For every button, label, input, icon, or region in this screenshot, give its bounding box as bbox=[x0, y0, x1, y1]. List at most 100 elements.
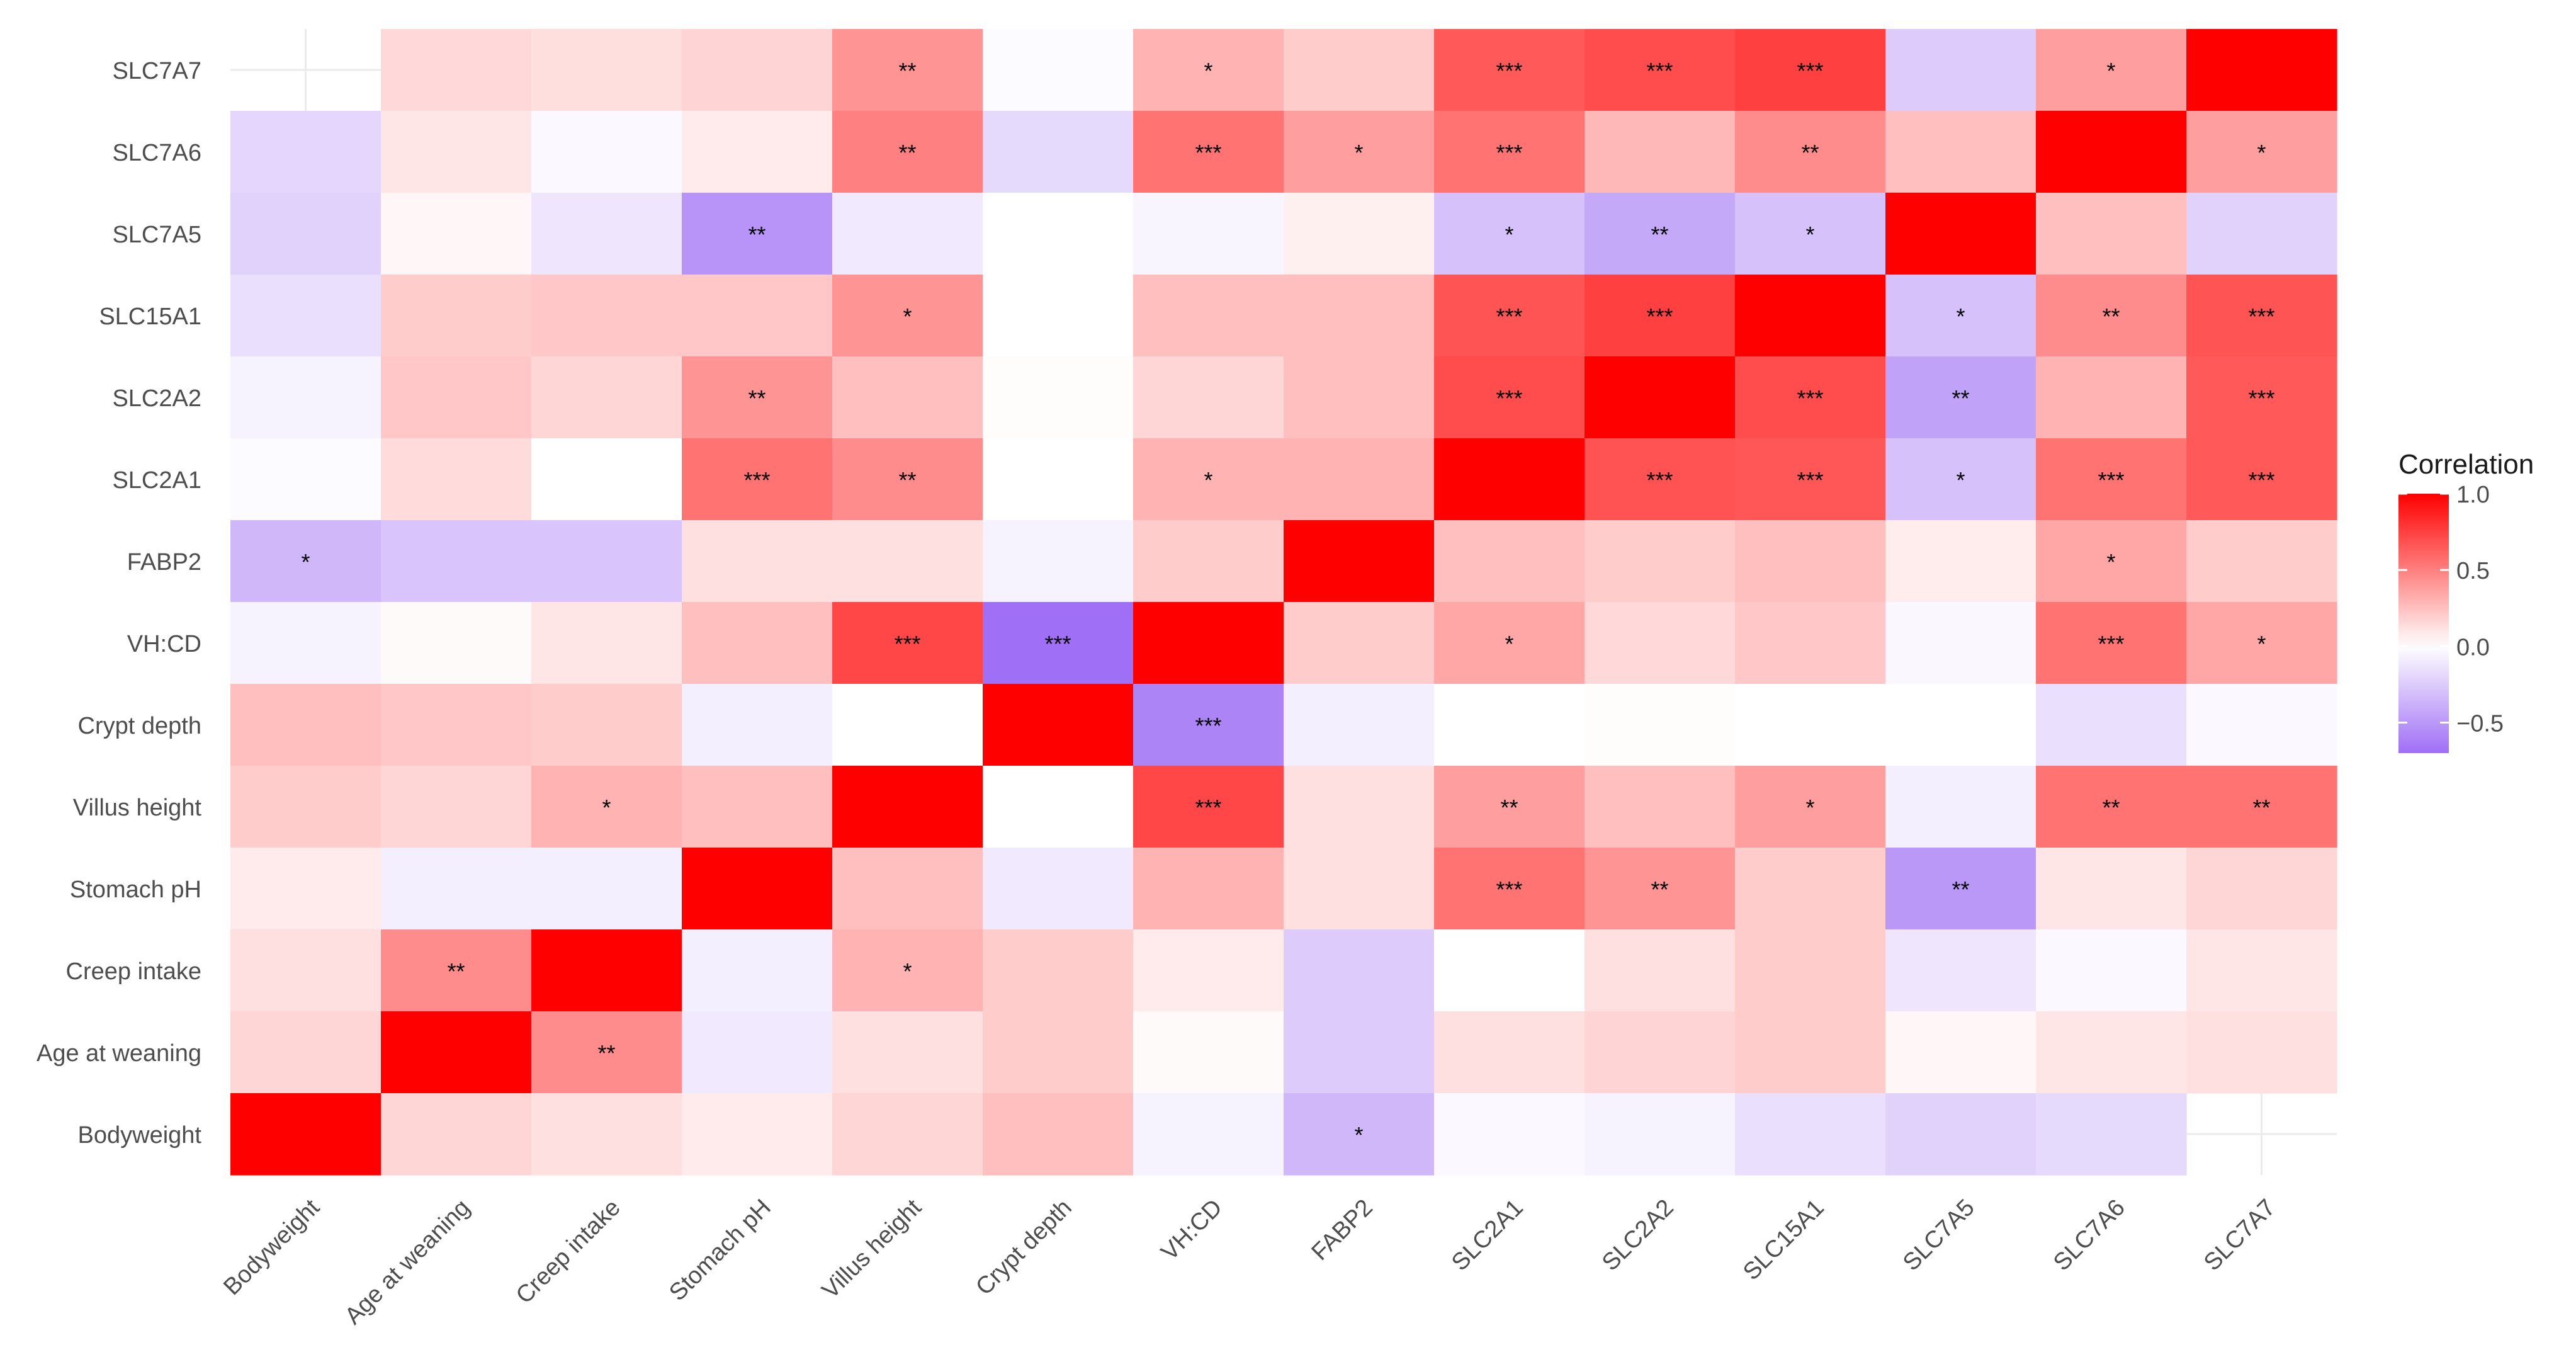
heatmap-cell bbox=[1885, 929, 2037, 1012]
heatmap-cell bbox=[1735, 848, 1886, 930]
heatmap-cell bbox=[1735, 193, 1886, 275]
heatmap-cell bbox=[1434, 929, 1585, 1012]
heatmap-cell bbox=[230, 684, 381, 766]
significance-label: ** bbox=[2102, 795, 2120, 820]
heatmap-cell bbox=[1434, 438, 1585, 521]
heatmap-cell bbox=[1434, 848, 1585, 930]
heatmap-cell bbox=[531, 520, 682, 603]
heatmap-cell bbox=[1585, 193, 1736, 275]
heatmap-cell bbox=[1585, 684, 1736, 766]
heatmap-cell bbox=[2036, 1011, 2187, 1094]
heatmap-cell bbox=[832, 520, 983, 603]
significance-label: *** bbox=[1044, 631, 1071, 657]
significance-label: ** bbox=[597, 1040, 615, 1066]
y-tick-label: Stomach pH bbox=[70, 877, 201, 903]
heatmap-cell bbox=[230, 520, 381, 603]
heatmap-cell bbox=[1585, 438, 1736, 521]
heatmap-cell bbox=[1133, 684, 1284, 766]
heatmap-cell bbox=[2036, 111, 2187, 193]
x-tick-label: FABP2 bbox=[1307, 1195, 1378, 1266]
x-tick-label: SLC7A6 bbox=[2048, 1195, 2130, 1276]
legend-tick-label: 1.0 bbox=[2456, 482, 2490, 508]
heatmap-cell bbox=[230, 929, 381, 1012]
significance-label: * bbox=[2106, 549, 2115, 575]
heatmap-cell bbox=[1284, 766, 1435, 848]
significance-label: ** bbox=[2102, 304, 2120, 329]
significance-label: * bbox=[1354, 1122, 1363, 1148]
significance-label: * bbox=[1956, 467, 1965, 493]
heatmap-cell bbox=[1133, 929, 1284, 1012]
heatmap-cell bbox=[2186, 111, 2337, 193]
heatmap-cell bbox=[983, 111, 1134, 193]
heatmap-cell bbox=[230, 1093, 381, 1176]
y-tick-label: Crypt depth bbox=[78, 713, 201, 739]
heatmap-cell bbox=[1434, 275, 1585, 357]
x-tick-label: Age at weaning bbox=[340, 1195, 475, 1330]
heatmap-cell bbox=[2186, 602, 2337, 684]
y-tick-label: FABP2 bbox=[127, 549, 201, 576]
heatmap-cell bbox=[531, 848, 682, 930]
significance-label: * bbox=[1354, 140, 1363, 166]
significance-labels: ** * *** *** *** *** *** * *** ** *** * ** ** *** *** * *… bbox=[301, 58, 2274, 1148]
heatmap-cell bbox=[1434, 111, 1585, 193]
heatmap-cell bbox=[1735, 275, 1886, 357]
heatmap-cell bbox=[230, 193, 381, 275]
x-tick-label: SLC15A1 bbox=[1738, 1195, 1829, 1286]
heatmap-cell bbox=[2186, 438, 2337, 521]
heatmap-cell bbox=[531, 929, 682, 1012]
y-axis-tick-labels: SLC7A7 SLC7A6 SLC7A5 SLC15A1 SLC2A2 SLC2A1 FAB… bbox=[37, 58, 201, 1149]
heatmap-cell bbox=[983, 438, 1134, 521]
heatmap-cell bbox=[531, 193, 682, 275]
color-legend: Correlation 1.0 0.5 0.0 −0.5 bbox=[2398, 449, 2534, 753]
significance-label: *** bbox=[2248, 304, 2274, 329]
significance-label: *** bbox=[2098, 467, 2124, 493]
heatmap-cell bbox=[531, 111, 682, 193]
significance-label: *** bbox=[1195, 140, 1221, 166]
heatmap-cell bbox=[1284, 356, 1435, 439]
heatmap-cell bbox=[2186, 356, 2337, 439]
heatmap-cell bbox=[1735, 438, 1886, 521]
heatmap-cell bbox=[381, 929, 532, 1012]
x-tick-label: Villus height bbox=[817, 1194, 927, 1303]
x-tick-label: SLC2A1 bbox=[1447, 1195, 1528, 1276]
heatmap-cell bbox=[1434, 356, 1585, 439]
heatmap-cell bbox=[1885, 356, 2037, 439]
significance-label: * bbox=[2106, 58, 2115, 84]
heatmap-cell bbox=[381, 602, 532, 684]
legend-title: Correlation bbox=[2398, 449, 2534, 480]
heatmap-cell bbox=[1885, 193, 2037, 275]
heatmap-cell bbox=[983, 602, 1134, 684]
y-tick-label: Creep intake bbox=[66, 958, 201, 985]
heatmap-cell bbox=[1585, 29, 1736, 111]
heatmap-cell bbox=[682, 602, 833, 684]
heatmap-cell bbox=[1284, 1093, 1435, 1176]
heatmap-cell bbox=[1735, 1093, 1886, 1176]
heatmap-cell bbox=[1585, 602, 1736, 684]
heatmap-cell bbox=[531, 1093, 682, 1176]
heatmap-cell bbox=[983, 684, 1134, 766]
heatmap-cell bbox=[1133, 766, 1284, 848]
heatmap-cell bbox=[2036, 848, 2187, 930]
significance-label: ** bbox=[898, 58, 916, 84]
heatmap-cell bbox=[983, 29, 1134, 111]
heatmap-cell bbox=[682, 356, 833, 439]
heatmap-cell bbox=[531, 602, 682, 684]
heatmap-cell bbox=[983, 275, 1134, 357]
heatmap-cell bbox=[1284, 929, 1435, 1012]
heatmap-cell bbox=[1434, 1093, 1585, 1176]
significance-label: * bbox=[301, 549, 310, 575]
heatmap-cell bbox=[2186, 766, 2337, 848]
significance-label: * bbox=[1505, 631, 1513, 657]
heatmap-cell bbox=[682, 438, 833, 521]
heatmap-cell bbox=[381, 766, 532, 848]
heatmap-cell bbox=[2186, 275, 2337, 357]
heatmap-cell bbox=[1585, 275, 1736, 357]
significance-label: * bbox=[1956, 304, 1965, 329]
heatmap-cell bbox=[1284, 275, 1435, 357]
heatmap-cell bbox=[381, 1093, 532, 1176]
heatmap-cell bbox=[1885, 1093, 2037, 1176]
heatmap-cell bbox=[1133, 438, 1284, 521]
heatmap-cell bbox=[983, 1011, 1134, 1094]
